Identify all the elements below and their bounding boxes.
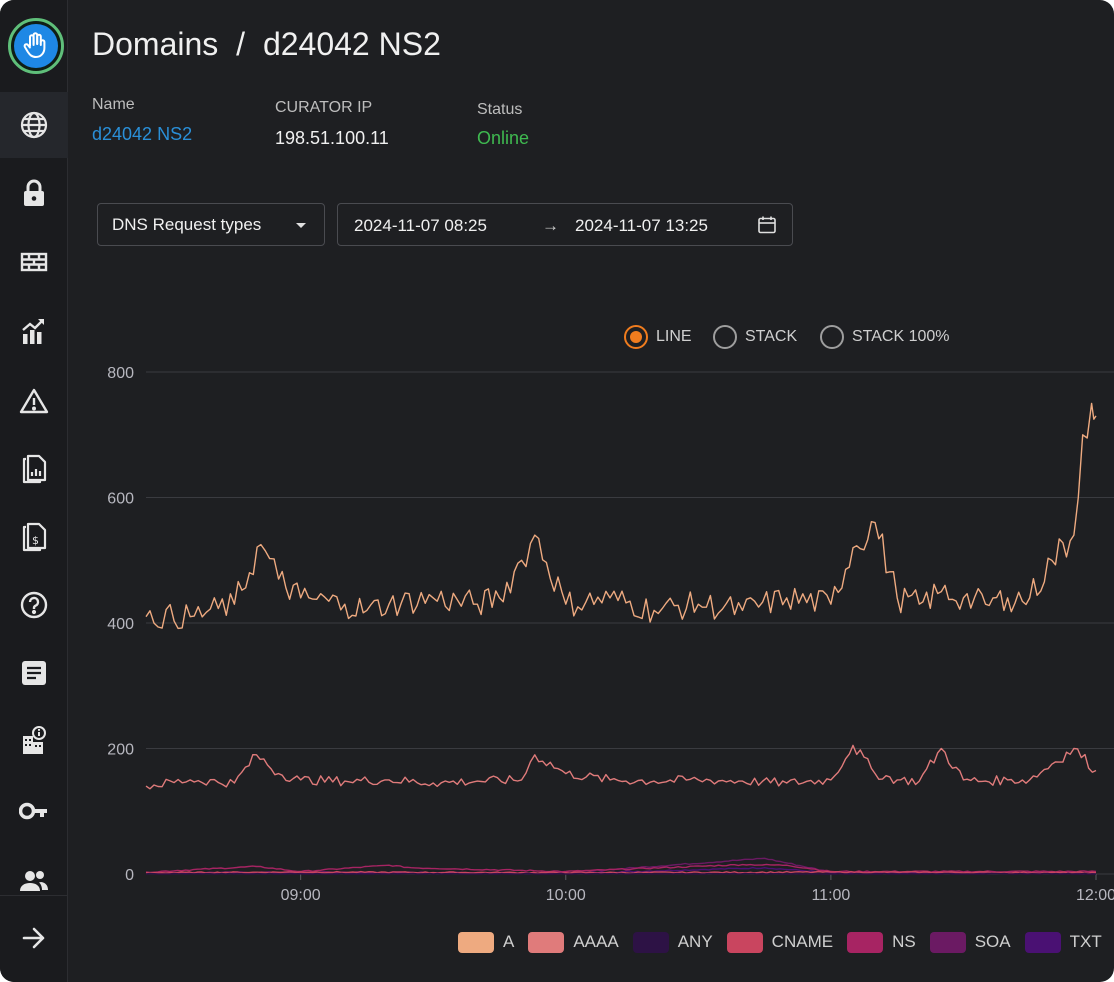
nav-reports[interactable] <box>0 436 68 502</box>
firewall-icon <box>20 252 48 272</box>
chart-legend: A AAAA ANY CNAME NS SOA TXT <box>458 930 1114 954</box>
legend-label: CNAME <box>771 932 834 951</box>
radio-unselected-icon <box>820 325 844 349</box>
legend-swatch <box>847 931 884 953</box>
legend-label: A <box>503 932 515 951</box>
building-info-icon <box>23 726 46 754</box>
legend-item-a[interactable]: A <box>458 931 515 953</box>
legend-label: AAAA <box>573 932 619 951</box>
legend-swatch <box>632 931 669 953</box>
mode-line-label: LINE <box>656 328 692 345</box>
billing-icon: $ <box>22 522 47 552</box>
legend-item-txt[interactable]: TXT <box>1024 931 1102 953</box>
legend-item-cname[interactable]: CNAME <box>726 931 834 953</box>
series-line-aaaa <box>145 744 1097 790</box>
nav-analytics[interactable] <box>0 298 68 364</box>
nav-domains[interactable] <box>0 92 68 158</box>
chevron-down-icon <box>296 223 306 228</box>
nav-api-keys[interactable] <box>0 778 68 844</box>
curator-ip-label: CURATOR IP <box>275 99 373 116</box>
nav-help[interactable] <box>0 572 68 638</box>
nav-users[interactable] <box>0 848 68 914</box>
legend-item-aaaa[interactable]: AAAA <box>528 931 619 953</box>
legend-label: TXT <box>1069 932 1102 951</box>
expand-sidebar-button[interactable] <box>0 905 68 971</box>
request-type-select[interactable]: DNS Request types <box>97 203 325 246</box>
mode-stack100-radio[interactable]: STACK 100% <box>820 324 950 350</box>
nav-organization[interactable] <box>0 708 68 774</box>
legend-item-any[interactable]: ANY <box>632 931 713 953</box>
y-tick-label: 200 <box>107 742 134 759</box>
breadcrumb-current: d24042 NS2 <box>262 26 441 62</box>
x-tick-label: 10:00 <box>546 887 586 904</box>
svg-text:$: $ <box>32 534 39 547</box>
lock-icon <box>24 179 44 206</box>
request-type-value: DNS Request types <box>112 214 262 234</box>
nav-security[interactable] <box>0 160 68 226</box>
arrow-right-icon <box>22 927 45 949</box>
warning-icon <box>19 388 49 414</box>
x-tick-label: 11:00 <box>811 887 850 904</box>
radio-unselected-icon <box>713 325 737 349</box>
users-icon <box>20 871 48 891</box>
dns-request-chart: 0 200 400 600 800 09:00 10:00 11:00 12:00 <box>107 365 1114 904</box>
y-tick-label: 0 <box>125 867 134 884</box>
logo[interactable] <box>8 18 64 74</box>
legend-item-ns[interactable]: NS <box>847 931 916 953</box>
x-tick-label: 12:00 <box>1076 887 1114 904</box>
notes-icon <box>22 661 46 685</box>
range-arrow-icon: → <box>542 216 559 235</box>
range-end-input[interactable]: 2024-11-07 13:25 <box>575 216 708 235</box>
y-tick-label: 400 <box>107 616 134 633</box>
mode-stack100-label: STACK 100% <box>852 328 950 345</box>
status-label: Status <box>477 101 523 118</box>
series-line-cname <box>145 870 1097 874</box>
y-tick-label: 800 <box>107 365 134 382</box>
legend-swatch <box>1024 931 1061 953</box>
page-title: Domains / d24042 NS2 <box>92 26 441 63</box>
sidebar-divider <box>0 895 68 896</box>
nav-alerts[interactable] <box>0 368 68 434</box>
legend-swatch <box>528 931 565 953</box>
name-label: Name <box>92 96 135 113</box>
radio-selected-icon <box>624 325 648 349</box>
legend-label: ANY <box>677 932 713 951</box>
legend-label: NS <box>892 932 916 951</box>
legend-item-soa[interactable]: SOA <box>929 931 1011 953</box>
range-start-input[interactable]: 2024-11-07 08:25 <box>354 216 487 235</box>
hand-icon <box>14 24 58 68</box>
legend-swatch <box>929 931 966 953</box>
breadcrumb-root[interactable]: Domains <box>92 26 219 62</box>
mode-stack-label: STACK <box>745 328 798 345</box>
legend-label: SOA <box>974 932 1011 951</box>
name-link[interactable]: d24042 NS2 <box>92 124 193 144</box>
legend-swatch <box>726 931 763 953</box>
nav-firewall[interactable] <box>0 229 68 295</box>
curator-ip-value: 198.51.100.11 <box>275 128 389 148</box>
x-tick-label: 09:00 <box>281 887 321 904</box>
globe-icon <box>20 111 48 139</box>
status-value: Online <box>477 128 530 148</box>
sidebar: $ <box>0 0 68 982</box>
nav-billing[interactable]: $ <box>0 504 68 570</box>
date-range-picker[interactable]: 2024-11-07 08:25 → 2024-11-07 13:25 <box>337 203 793 246</box>
legend-swatch <box>458 931 494 953</box>
breadcrumb-separator: / <box>236 26 246 62</box>
key-icon <box>19 802 47 820</box>
nav-notes[interactable] <box>0 640 68 706</box>
report-icon <box>22 454 47 484</box>
mode-line-radio[interactable]: LINE <box>624 324 692 350</box>
analytics-icon <box>22 319 44 344</box>
help-icon <box>20 591 48 619</box>
mode-stack-radio[interactable]: STACK <box>713 324 797 350</box>
series-line-any <box>145 872 1097 875</box>
series-line-ns <box>145 863 1097 874</box>
y-tick-label: 600 <box>107 491 134 508</box>
calendar-icon[interactable] <box>757 215 777 235</box>
series-line-a <box>145 402 1097 630</box>
